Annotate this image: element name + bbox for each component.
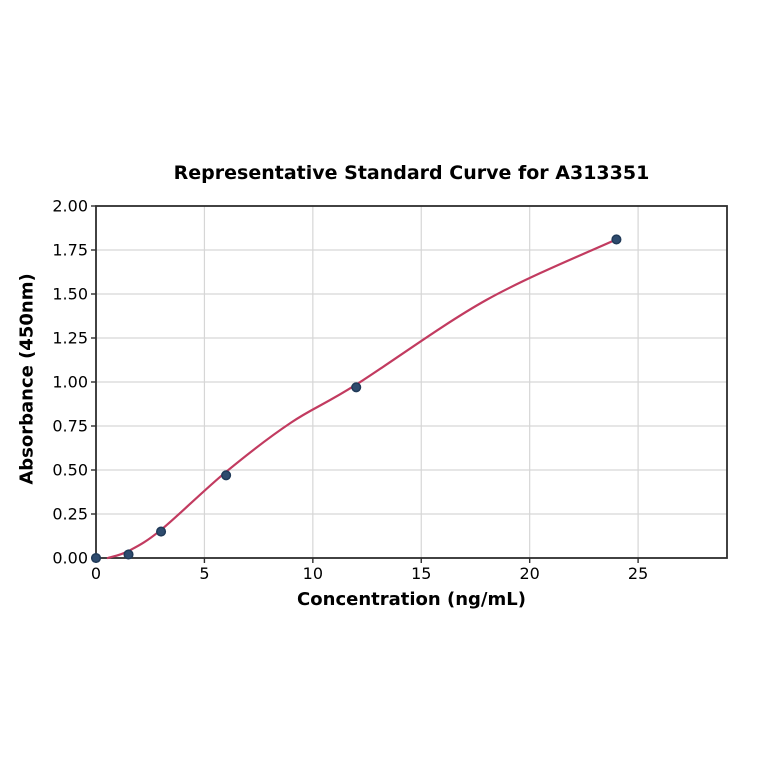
data-point xyxy=(123,549,134,560)
x-tick-label: 5 xyxy=(199,564,210,583)
data-point xyxy=(90,552,102,564)
y-tick-label: 1.50 xyxy=(52,284,88,304)
y-tick-label: 0.00 xyxy=(52,548,88,568)
x-tick-label: 20 xyxy=(519,564,540,583)
data-point xyxy=(156,526,167,537)
y-tick-label: 0.75 xyxy=(52,416,88,436)
y-tick-label: 1.75 xyxy=(52,240,88,260)
y-tick-label: 1.00 xyxy=(52,372,88,392)
data-point xyxy=(611,234,622,245)
x-tick-label: 25 xyxy=(627,564,649,583)
y-tick-label: 1.25 xyxy=(52,328,88,348)
chart-title: Representative Standard Curve for A31335… xyxy=(173,162,650,184)
y-tick-label: 0.50 xyxy=(52,460,88,480)
x-tick-label: 0 xyxy=(90,564,102,583)
fit-curve xyxy=(106,238,618,560)
data-point xyxy=(221,470,232,481)
x-tick-label: 15 xyxy=(411,564,432,583)
y-tick-label: 2.00 xyxy=(52,196,88,216)
x-axis-label: Concentration (ng/mL) xyxy=(297,589,526,610)
x-tick-label: 10 xyxy=(302,564,324,583)
plot-border xyxy=(95,205,728,559)
y-tick-label: 0.25 xyxy=(52,504,88,524)
data-point xyxy=(351,382,362,393)
